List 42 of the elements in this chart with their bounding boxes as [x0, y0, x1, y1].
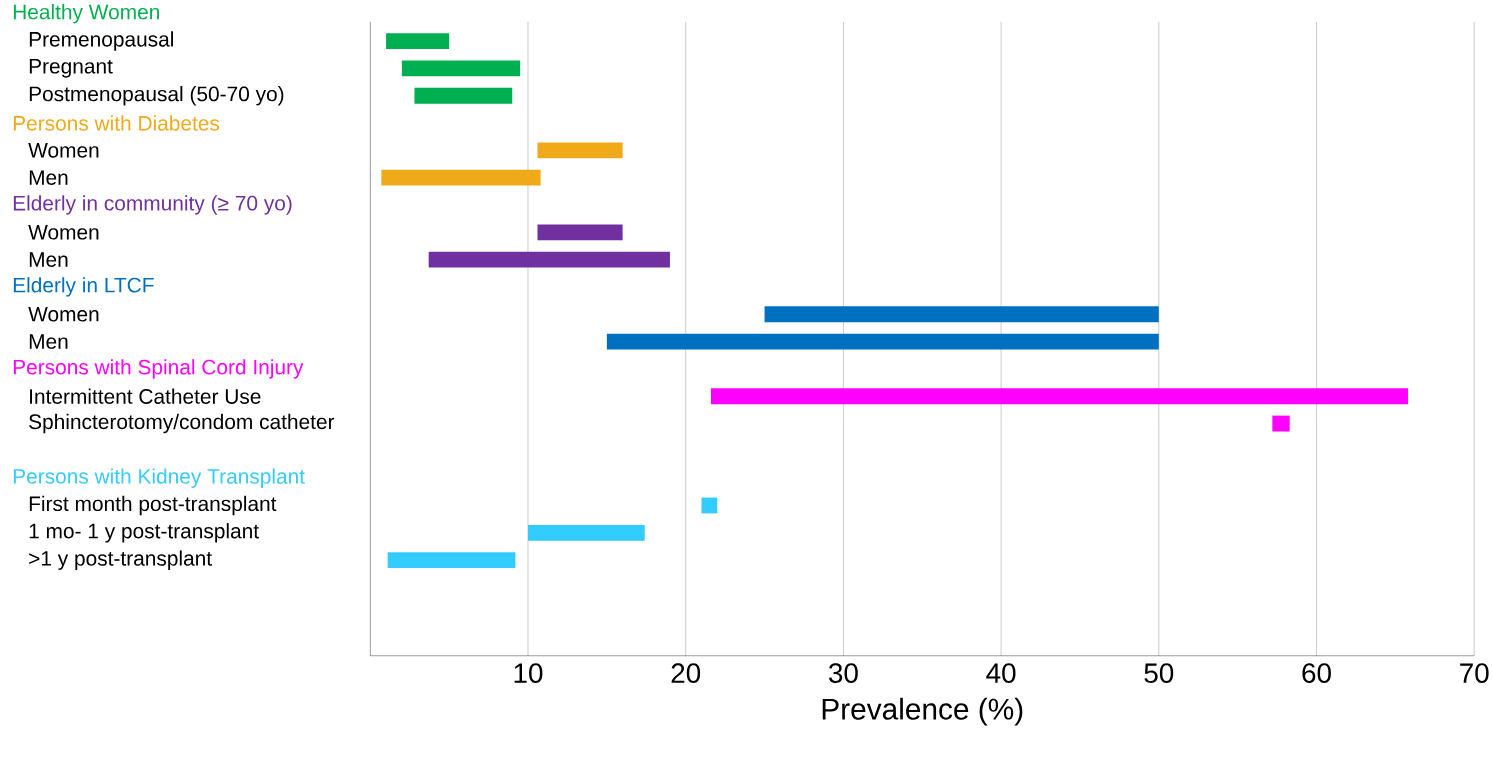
y-tick-label: Men [29, 170, 68, 186]
bar [537, 142, 623, 159]
x-tick-label: 50 [1144, 663, 1174, 684]
x-tick-label: 30 [828, 663, 858, 684]
y-tick-label: Women [28, 225, 99, 240]
y-tick-label: Men [29, 252, 68, 268]
y-tick-label: Sphincterotomy/condom catheter [29, 414, 335, 434]
text: Healthy Women [13, 4, 159, 24]
y-tick-label: 1 mo- 1 y post-transplant [29, 523, 259, 543]
bar [606, 333, 1159, 350]
text: Elderly in community (≥ 70 yo) [13, 195, 292, 215]
bar [387, 552, 516, 569]
x-tick-label: 70 [1460, 663, 1489, 684]
y-tick-label: First month post-transplant [29, 496, 277, 516]
x-tick-label: 40 [986, 663, 1016, 684]
text: Elderly in LTCF [13, 277, 154, 297]
bar [528, 525, 645, 541]
bar [537, 224, 623, 241]
y-tick-label: Postmenopausal (50-70 yo) [29, 86, 284, 106]
text: Persons with Diabetes [13, 115, 220, 131]
x-tick-label: 10 [514, 663, 543, 684]
y-tick-label: Women [28, 307, 99, 322]
bar [701, 497, 718, 514]
y-tick-label: Women [28, 143, 99, 158]
y-tick-label: Pregnant [29, 59, 113, 78]
bar [401, 60, 521, 77]
text: Persons with Kidney Transplant [13, 468, 305, 489]
x-axis-title: Prevalence (%) [822, 698, 1023, 726]
bar [381, 169, 541, 186]
bar [1272, 415, 1290, 432]
y-tick-label: Men [29, 334, 68, 350]
y-tick-label: Intermittent Catheter Use [30, 388, 261, 405]
x-tick-label: 60 [1302, 663, 1331, 684]
bar [414, 88, 513, 104]
bar [710, 388, 1408, 405]
text: Persons with Spinal Cord Injury [13, 359, 304, 379]
y-tick-label: >1 y post-transplant [29, 550, 212, 571]
bar [428, 251, 670, 268]
bar [764, 306, 1159, 323]
x-tick-label: 20 [671, 663, 701, 684]
bar [386, 33, 450, 50]
y-tick-label: Premenopausal [29, 31, 173, 52]
